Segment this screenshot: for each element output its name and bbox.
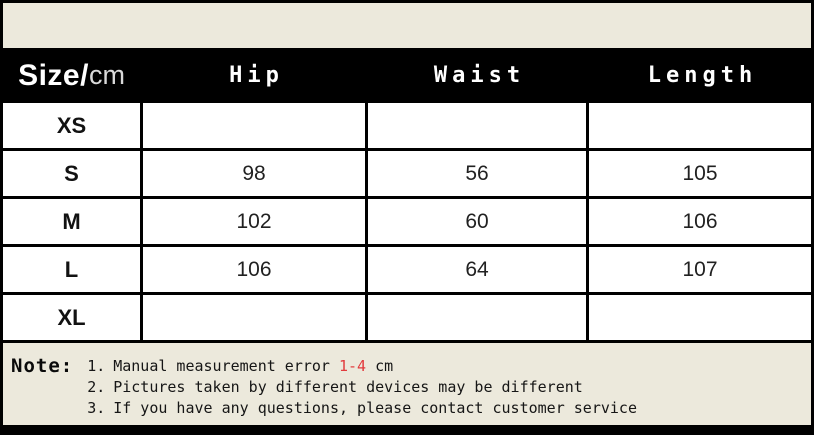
column-header-waist: Waist: [433, 63, 526, 88]
row-s-length: 105: [589, 151, 811, 196]
column-header-hip: Hip: [229, 63, 284, 88]
note-item-1-highlight: 1-4: [338, 357, 367, 375]
row-s-size: S: [3, 151, 140, 196]
note-item-3: 3. If you have any questions, please cont…: [87, 398, 637, 419]
note-item-3-number: 3.: [87, 399, 106, 417]
row-s-hip: 98: [143, 151, 365, 196]
note-item-1: 1. Manual measurement error 1-4 cm: [87, 356, 637, 377]
note-items: 1. Manual measurement error 1-4 cm 2. Pict…: [87, 356, 637, 419]
note-item-2-text: Pictures taken by different devices may …: [113, 378, 583, 396]
row-l-hip: 106: [143, 247, 365, 292]
row-xs-waist: [368, 103, 586, 148]
row-xl-waist: [368, 295, 586, 340]
row-xl-hip: [143, 295, 365, 340]
row-s-waist: 56: [368, 151, 586, 196]
note-item-2-number: 2.: [87, 378, 106, 396]
note-label: Note:: [11, 355, 74, 377]
row-m-size: M: [3, 199, 140, 244]
note-section: Note: 1. Manual measurement error 1-4 cm …: [3, 343, 811, 425]
row-l-size: L: [3, 247, 140, 292]
row-m-hip: 102: [143, 199, 365, 244]
size-header-unit: cm: [88, 60, 125, 90]
size-table-body: XS S 98 56 105 M 102 60 106 L 106 64 107…: [3, 103, 811, 343]
note-item-2: 2. Pictures taken by different devices ma…: [87, 377, 637, 398]
column-header-size: Size/cm: [3, 48, 140, 103]
row-m-length: 106: [589, 199, 811, 244]
top-cream-band: [3, 3, 811, 48]
note-item-1-text: Manual measurement error: [113, 357, 339, 375]
note-item-1-number: 1.: [87, 357, 106, 375]
row-l-length: 107: [589, 247, 811, 292]
row-xs-length: [589, 103, 811, 148]
row-m-waist: 60: [368, 199, 586, 244]
note-item-1-suffix: cm: [366, 357, 394, 375]
row-xl-length: [589, 295, 811, 340]
note-item-3-text: If you have any questions, please contac…: [113, 399, 637, 417]
size-header-label: Size/: [18, 58, 89, 92]
column-header-length: Length: [647, 63, 758, 88]
bottom-black-strip: [3, 425, 811, 435]
table-header-row: Size/cm Hip Waist Length: [3, 48, 811, 103]
row-xs-hip: [143, 103, 365, 148]
row-xl-size: XL: [3, 295, 140, 340]
row-l-waist: 64: [368, 247, 586, 292]
row-xs-size: XS: [3, 103, 140, 148]
